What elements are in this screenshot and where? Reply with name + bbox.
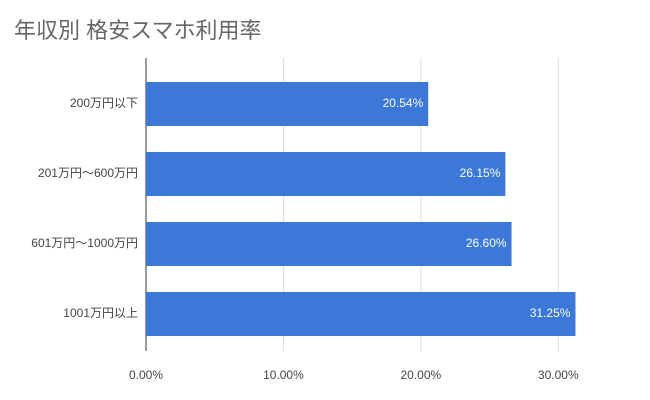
- bar: [146, 82, 429, 126]
- x-tick-label: 30.00%: [538, 368, 579, 382]
- bar: [146, 292, 576, 336]
- y-tick-label: 201万円～600万円: [38, 166, 138, 180]
- y-tick-label: 1001万円以上: [63, 306, 138, 320]
- x-tick-label: 10.00%: [263, 368, 304, 382]
- value-label: 26.15%: [460, 166, 501, 180]
- y-tick-label: 601万円～1000万円: [31, 236, 138, 250]
- value-label: 20.54%: [383, 96, 424, 110]
- bar: [146, 152, 506, 196]
- value-label: 26.60%: [466, 236, 507, 250]
- y-tick-label: 200万円以下: [70, 96, 138, 110]
- value-label: 31.25%: [530, 306, 571, 320]
- x-tick-label: 0.00%: [129, 368, 163, 382]
- chart-title: 年収別 格安スマホ利用率: [14, 18, 261, 43]
- bar: [146, 222, 512, 266]
- x-tick-label: 20.00%: [401, 368, 442, 382]
